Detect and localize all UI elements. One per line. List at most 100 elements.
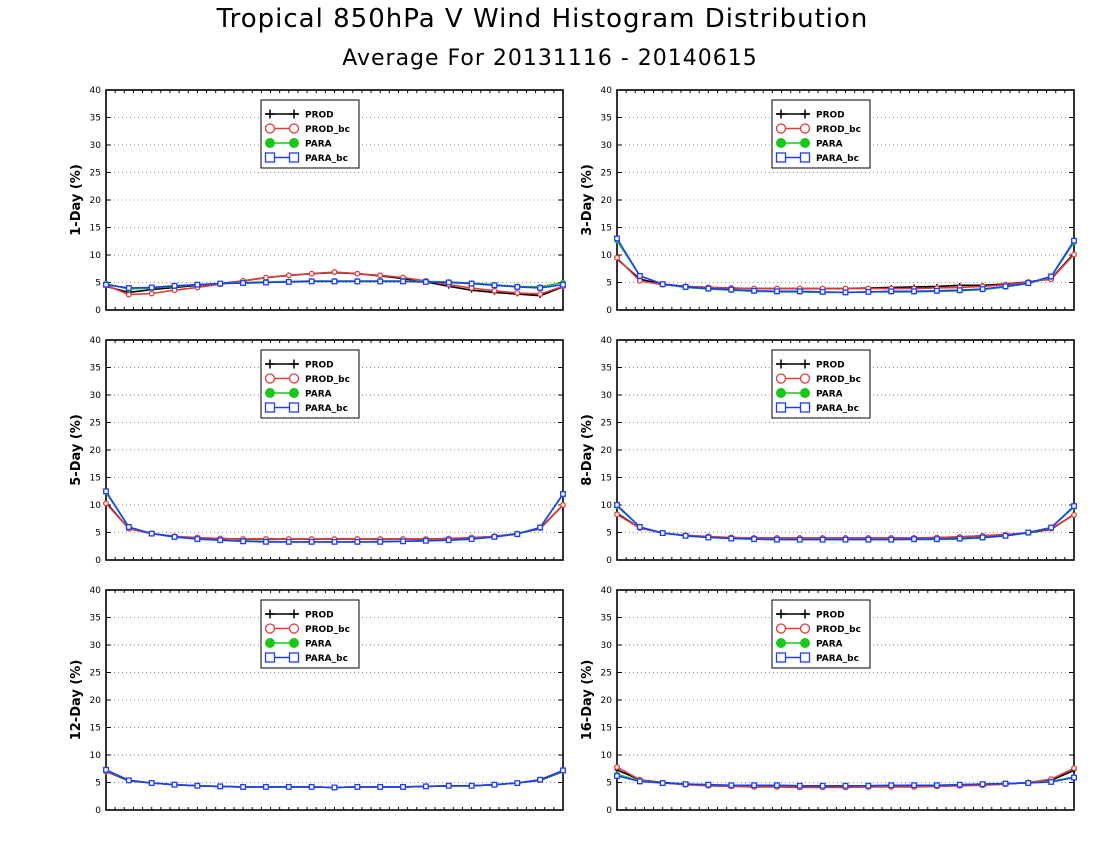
legend-label: PROD_bc (305, 375, 350, 385)
y-tick-label: 5 (95, 529, 101, 539)
data-point (911, 288, 917, 295)
legend-marker (264, 373, 276, 384)
y-tick-label: 15 (90, 474, 101, 484)
panel-5: 0 5 10 15 20 25 30 35 40 12-Day (%) PROD PROD_bc PAR… (69, 586, 566, 816)
data-point (979, 781, 986, 788)
data-point (103, 500, 109, 507)
y-tick-label: 0 (606, 306, 612, 316)
data-point (636, 778, 643, 785)
legend-marker (775, 123, 787, 134)
y-tick-label: 15 (601, 724, 612, 734)
data-point (194, 536, 201, 543)
legend-marker (288, 152, 300, 163)
series-PARA_bc (103, 488, 566, 545)
data-point (911, 782, 917, 789)
legend-item: PROD (265, 609, 334, 621)
y-tick-label: 20 (601, 696, 613, 706)
data-point (125, 524, 132, 530)
legend-item: PROD_bc (264, 623, 350, 635)
legend-marker (776, 609, 786, 619)
legend-marker (799, 652, 811, 663)
legend-marker (288, 373, 300, 384)
y-tick-label: 30 (90, 641, 102, 651)
y-tick-label: 15 (601, 474, 612, 484)
legend-box (260, 99, 360, 169)
y-tick-label: 40 (601, 586, 613, 596)
legend-item: PROD (265, 359, 334, 371)
legend-item: PROD_bc (775, 373, 861, 385)
data-point (331, 784, 338, 791)
data-point (682, 781, 689, 788)
data-point (1071, 765, 1077, 772)
y-axis-label: 3-Day (%) (580, 164, 595, 236)
y-tick-label: 0 (95, 306, 101, 316)
legend-label: PARA_bc (816, 654, 859, 664)
y-tick-label: 40 (601, 336, 613, 346)
data-point (751, 782, 758, 789)
data-point (331, 269, 338, 275)
data-point (819, 288, 826, 295)
legend-marker (799, 152, 811, 163)
data-point (933, 536, 940, 543)
data-point (240, 280, 247, 286)
legend-item: PARA (265, 388, 332, 400)
legend-label: PARA_bc (816, 154, 859, 164)
data-point (354, 278, 361, 285)
data-point (888, 536, 895, 543)
legend-item: PARA (776, 638, 843, 650)
data-point (148, 290, 155, 297)
legend-marker (265, 359, 275, 369)
y-axis-label: 8-Day (%) (580, 414, 595, 486)
legend-marker (800, 638, 810, 648)
data-point (285, 538, 292, 545)
legend-label: PARA (305, 640, 332, 650)
legend-item: PARA_bc (775, 152, 859, 164)
data-point (148, 284, 155, 291)
data-point (125, 777, 132, 784)
y-tick-label: 35 (601, 614, 612, 624)
legend-marker (288, 402, 300, 413)
data-point (491, 533, 498, 540)
data-point (377, 278, 384, 285)
data-point (354, 538, 361, 545)
y-tick-label: 30 (601, 391, 613, 401)
y-tick-label: 40 (90, 86, 102, 96)
data-point (636, 277, 643, 284)
data-point (148, 530, 155, 537)
legend: PROD PROD_bc PARA PARA_bc (260, 349, 360, 419)
y-tick-label: 10 (90, 251, 102, 261)
legend-item: PARA (265, 138, 332, 150)
legend-item: PARA_bc (264, 402, 348, 414)
y-tick-label: 40 (90, 586, 102, 596)
data-point (331, 538, 338, 545)
y-axis-label: 12-Day (%) (69, 660, 84, 741)
y-tick-label: 30 (601, 141, 613, 151)
panel-1: 0 5 10 15 20 25 30 35 40 1-Day (%) PROD PROD_bc PARA… (69, 86, 566, 316)
legend-item: PROD (776, 609, 845, 621)
data-point (422, 537, 429, 544)
y-tick-label: 35 (90, 364, 101, 374)
y-tick-label: 5 (606, 529, 612, 539)
data-point (1048, 273, 1055, 280)
data-point (171, 781, 178, 788)
legend-item: PROD (265, 109, 334, 121)
legend-marker (264, 652, 276, 663)
legend-marker (776, 638, 786, 648)
y-tick-label: 5 (606, 279, 612, 289)
legend-item: PROD_bc (264, 123, 350, 135)
data-point (979, 534, 986, 541)
legend-marker (289, 359, 299, 369)
panel-3: 0 5 10 15 20 25 30 35 40 5-Day (%) PROD PROD_bc PARA… (69, 336, 566, 566)
data-point (445, 537, 452, 544)
legend-label: PARA (816, 640, 843, 650)
legend-marker (775, 373, 787, 384)
legend-marker (289, 388, 299, 398)
data-point (217, 783, 224, 790)
data-point (1071, 503, 1077, 510)
y-tick-label: 10 (601, 751, 613, 761)
data-point (240, 783, 247, 790)
data-point (285, 278, 292, 285)
data-point (796, 536, 803, 543)
legend-label: PROD_bc (816, 125, 861, 135)
legend-item: PARA (776, 388, 843, 400)
